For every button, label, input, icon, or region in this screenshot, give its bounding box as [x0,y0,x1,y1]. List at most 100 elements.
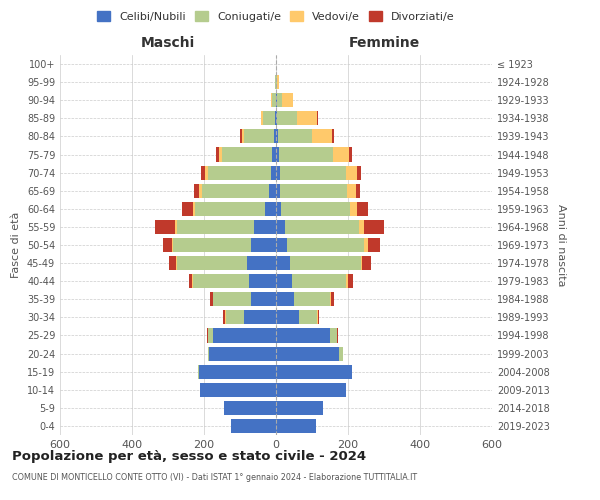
Bar [244,310,276,324]
Legend: Celibi/Nubili, Coniugati/e, Vedovi/e, Divorziati/e: Celibi/Nubili, Coniugati/e, Vedovi/e, Di… [94,8,458,25]
Bar [249,274,276,288]
Bar [251,238,276,252]
Bar [201,166,205,179]
Bar [254,220,276,234]
Text: COMUNE DI MONTICELLO CONTE OTTO (VI) - Dati ISTAT 1° gennaio 2024 - Elaborazione: COMUNE DI MONTICELLO CONTE OTTO (VI) - D… [12,472,417,482]
Bar [226,310,244,324]
Bar [263,112,275,126]
Y-axis label: Fasce di età: Fasce di età [11,212,21,278]
Bar [222,148,272,162]
Bar [332,130,334,143]
Bar [290,256,361,270]
Bar [242,130,244,143]
Bar [361,256,362,270]
Bar [213,328,276,342]
Bar [208,328,213,342]
Bar [287,238,364,252]
Bar [368,238,380,252]
Bar [193,274,249,288]
Bar [348,274,353,288]
Bar [199,184,202,198]
Bar [317,112,318,126]
Bar [276,364,352,378]
Bar [199,364,276,378]
Bar [213,292,251,306]
Bar [339,346,343,360]
Bar [357,202,368,216]
Bar [280,184,347,198]
Bar [210,292,212,306]
Bar [172,238,173,252]
Bar [276,382,346,397]
Bar [193,202,195,216]
Bar [198,364,199,378]
Bar [317,310,318,324]
Y-axis label: Anni di nascita: Anni di nascita [556,204,566,286]
Bar [357,166,361,179]
Bar [251,292,276,306]
Bar [297,112,317,126]
Bar [261,112,263,126]
Bar [276,184,280,198]
Bar [276,274,292,288]
Bar [280,166,346,179]
Bar [276,112,277,126]
Bar [244,130,274,143]
Bar [271,166,276,179]
Bar [281,202,350,216]
Bar [276,346,339,360]
Bar [275,75,276,89]
Bar [169,256,176,270]
Bar [276,130,278,143]
Bar [364,220,384,234]
Bar [216,148,219,162]
Text: Maschi: Maschi [141,36,195,50]
Bar [276,419,316,433]
Bar [276,220,285,234]
Bar [346,274,348,288]
Bar [333,148,349,162]
Bar [205,166,208,179]
Bar [208,166,271,179]
Bar [208,346,209,360]
Bar [276,401,323,415]
Bar [195,202,265,216]
Bar [276,148,279,162]
Bar [359,220,364,234]
Bar [276,202,281,216]
Bar [276,75,277,89]
Bar [219,148,222,162]
Bar [163,238,172,252]
Bar [240,130,242,143]
Bar [277,112,297,126]
Bar [265,202,276,216]
Bar [275,112,276,126]
Text: Popolazione per età, sesso e stato civile - 2024: Popolazione per età, sesso e stato civil… [12,450,366,463]
Bar [278,130,312,143]
Bar [272,93,276,108]
Bar [279,148,333,162]
Bar [276,256,290,270]
Bar [272,148,276,162]
Bar [202,184,269,198]
Bar [223,310,225,324]
Bar [176,256,177,270]
Bar [224,401,276,415]
Bar [269,184,276,198]
Bar [347,184,356,198]
Bar [276,166,280,179]
Bar [337,328,338,342]
Bar [294,292,330,306]
Bar [247,256,276,270]
Bar [189,274,193,288]
Bar [292,274,346,288]
Bar [194,184,199,198]
Bar [155,220,175,234]
Bar [207,328,208,342]
Bar [318,310,319,324]
Bar [330,292,331,306]
Bar [277,93,282,108]
Bar [173,238,251,252]
Bar [276,292,294,306]
Text: Femmine: Femmine [349,36,419,50]
